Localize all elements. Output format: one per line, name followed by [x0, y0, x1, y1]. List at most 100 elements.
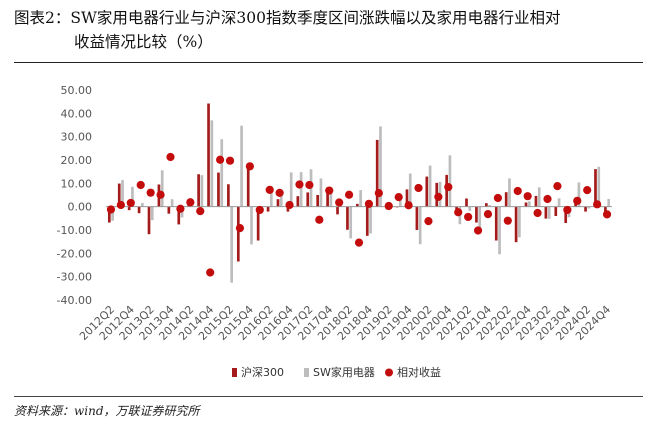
bar-hs300 — [375, 139, 379, 207]
relative-return-point — [384, 201, 393, 211]
bar-hs300 — [236, 206, 240, 262]
relative-return-point — [523, 192, 532, 201]
bar-sw-home-appliance — [418, 206, 422, 245]
y-tick-label: -10.00 — [57, 224, 92, 237]
relative-return-point — [315, 215, 324, 224]
relative-return-point — [335, 198, 344, 207]
relative-return-point — [464, 212, 473, 222]
bar-hs300 — [514, 206, 518, 243]
bar-sw-home-appliance — [607, 198, 611, 207]
bar-hs300 — [504, 192, 508, 207]
bar-hs300 — [256, 206, 260, 241]
bar-hs300 — [365, 206, 369, 236]
bar-hs300 — [197, 174, 200, 207]
y-tick-label: -40.00 — [57, 294, 92, 307]
relative-return-point — [116, 200, 125, 210]
bar-hs300 — [485, 203, 488, 207]
relative-return-point — [166, 152, 175, 162]
relative-return-point — [295, 180, 304, 189]
bar-sw-home-appliance — [289, 172, 293, 207]
bar-hs300 — [554, 206, 558, 216]
bar-hs300 — [217, 172, 220, 207]
bar-sw-home-appliance — [329, 187, 333, 207]
bar-sw-home-appliance — [587, 206, 591, 209]
relative-return-point — [265, 185, 274, 194]
bar-sw-home-appliance — [518, 206, 521, 238]
bar-sw-home-appliance — [349, 206, 353, 239]
bar-hs300 — [475, 206, 478, 223]
bar-hs300 — [117, 183, 121, 207]
bar-sw-home-appliance — [170, 199, 174, 207]
top-rule — [14, 62, 643, 63]
bar-sw-home-appliance — [537, 187, 541, 207]
bar-hs300 — [594, 169, 597, 207]
bar-sw-home-appliance — [527, 201, 531, 207]
relative-return-point — [583, 186, 592, 195]
bar-sw-home-appliance — [577, 182, 581, 207]
relative-return-points — [106, 152, 612, 277]
relative-return-point — [563, 205, 572, 215]
relative-return-point — [483, 210, 493, 219]
relative-return-point — [503, 216, 512, 225]
figure-title: 图表2：SW家用电器行业与沪深300指数季度区间涨跌幅以及家用电器行业相对 收益… — [14, 6, 644, 54]
bottom-rule — [14, 396, 643, 397]
bar-sw-home-appliance — [270, 185, 273, 207]
bar-hs300 — [326, 192, 329, 207]
bar-hs300 — [336, 206, 339, 215]
bar-sw-home-appliance — [210, 120, 214, 207]
y-tick-label: 40.00 — [61, 107, 93, 120]
relative-return-point — [414, 183, 423, 193]
relative-return-point — [424, 217, 433, 226]
relative-return-point — [473, 226, 483, 235]
bar-hs300 — [276, 199, 280, 207]
relative-return-point — [364, 199, 374, 208]
relative-return-point — [216, 155, 225, 164]
relative-return-point — [106, 205, 116, 214]
bar-hs300 — [266, 206, 270, 212]
x-axis-ticks: 2012Q22012Q42013Q22013Q42014Q22014Q42015… — [77, 303, 613, 343]
relative-return-point — [434, 192, 443, 201]
bar-sw-home-appliance — [408, 173, 412, 207]
bar-sw-home-appliance — [597, 166, 601, 207]
bar-hs300 — [246, 169, 250, 207]
bar-hs300 — [296, 196, 300, 207]
bar-sw-home-appliance — [379, 126, 382, 207]
bar-hs300 — [564, 206, 568, 223]
relative-return-point — [593, 200, 602, 209]
bar-hs300 — [465, 198, 468, 207]
bar-hs300 — [604, 206, 607, 213]
bar-sw-home-appliance — [468, 206, 472, 211]
bar-hs300 — [286, 206, 290, 212]
y-tick-label: 0.00 — [68, 201, 93, 214]
relative-return-point — [146, 188, 155, 197]
relative-return-point — [444, 182, 453, 192]
bar-hs300 — [415, 206, 419, 230]
relative-return-point — [156, 190, 165, 199]
relative-return-point — [354, 238, 364, 247]
relative-return-point — [344, 190, 354, 199]
legend-marker-relative — [385, 368, 393, 377]
bar-hs300 — [147, 206, 151, 235]
legend-label-hs300: 沪深300 — [241, 365, 284, 379]
bar-sw-home-appliance — [160, 170, 164, 207]
bar-sw-home-appliance — [547, 206, 551, 219]
bar-hs300 — [346, 206, 349, 230]
y-tick-label: -20.00 — [57, 247, 92, 260]
relative-return-point — [126, 198, 135, 208]
bar-hs300 — [425, 176, 429, 207]
bar-hs300 — [227, 184, 230, 207]
relative-return-point — [394, 193, 403, 202]
y-tick-label: 10.00 — [61, 177, 93, 190]
relative-return-point — [573, 196, 582, 205]
y-tick-label: 30.00 — [61, 131, 93, 144]
relative-return-point — [454, 208, 463, 217]
bar-sw-home-appliance — [319, 178, 323, 207]
bar-sw-home-appliance — [498, 206, 501, 255]
relative-return-point — [553, 182, 562, 191]
source-note: 资料来源：wind，万联证券研究所 — [14, 404, 200, 418]
bar-sw-home-appliance — [131, 186, 134, 207]
bar-sw-home-appliance — [250, 206, 253, 245]
relative-return-point — [186, 198, 195, 207]
bar-sw-home-appliance — [111, 206, 114, 221]
bar-hs300 — [316, 195, 320, 207]
